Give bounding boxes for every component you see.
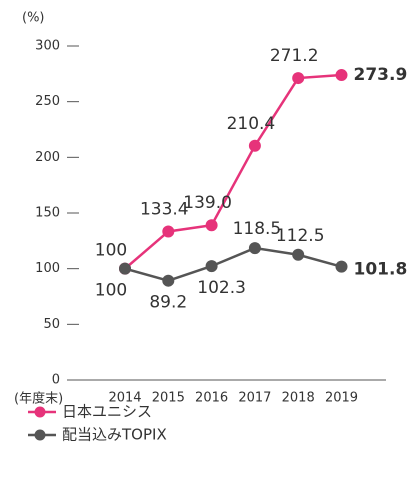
data-label: 102.3: [197, 278, 246, 298]
data-point: [162, 274, 175, 287]
data-point: [119, 262, 131, 275]
y-axis-label: (%): [22, 11, 45, 26]
x-tick-label: 2019: [325, 391, 358, 406]
data-label: 100: [95, 281, 127, 301]
series-line: [124, 73, 342, 270]
data-label: 139.0: [183, 193, 232, 213]
y-tick-label: 200: [35, 150, 60, 165]
data-point: [335, 69, 348, 82]
data-label: 118.5: [233, 219, 282, 239]
data-label: 112.5: [276, 226, 325, 246]
series-line: [124, 246, 342, 282]
data-point: [292, 248, 305, 261]
y-tick-label: 100: [35, 261, 60, 276]
legend-label: 日本ユニシス: [62, 403, 152, 421]
x-tick-label: 2016: [195, 391, 228, 406]
data-label: 210.4: [227, 114, 276, 134]
x-tick-label: 2015: [152, 391, 185, 406]
x-tick-label: 2014: [108, 391, 141, 406]
data-label: 101.8: [354, 260, 408, 280]
data-point: [248, 242, 261, 255]
x-tick-label: 2018: [282, 391, 315, 406]
y-tick-label: 150: [35, 206, 60, 221]
data-point: [335, 260, 348, 273]
x-axis-label: (年度末): [14, 391, 63, 407]
legend-marker: [34, 429, 46, 441]
y-tick-label: 250: [35, 94, 60, 109]
data-label: 100: [95, 241, 127, 261]
data-point: [162, 225, 175, 238]
y-tick-label: 50: [43, 317, 60, 332]
data-point: [248, 139, 261, 152]
data-label: 89.2: [149, 293, 187, 313]
data-label: 273.9: [354, 65, 408, 85]
y-tick-label: 300: [35, 39, 60, 54]
data-point: [205, 260, 218, 273]
legend-label: 配当込みTOPIX: [62, 426, 167, 444]
data-point: [292, 72, 305, 85]
data-label: 133.4: [140, 199, 189, 219]
data-point: [205, 219, 218, 232]
legend-marker: [34, 406, 46, 418]
data-label: 271.2: [270, 46, 319, 66]
y-tick-label: 0: [52, 373, 60, 388]
x-tick-label: 2017: [238, 391, 271, 406]
